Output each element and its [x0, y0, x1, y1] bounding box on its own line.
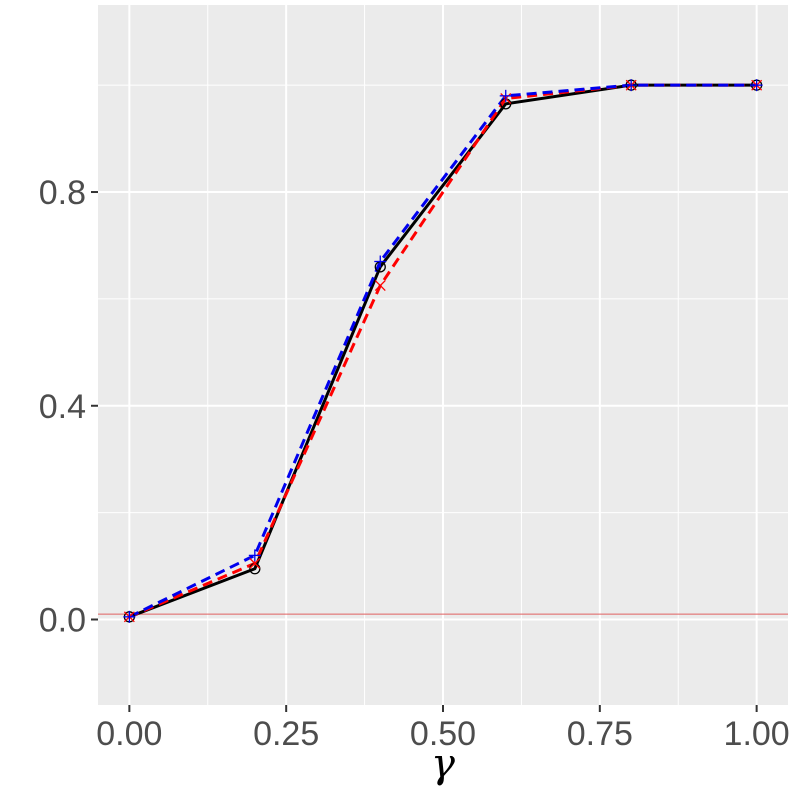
y-tick-label: 0.4	[39, 388, 86, 426]
y-tick-label: 0.0	[39, 602, 86, 640]
data-point-series-2	[374, 280, 386, 291]
series-line-2	[128, 83, 757, 619]
x-tick-label: 0.25	[253, 715, 319, 753]
marker-x-stroke	[249, 557, 261, 569]
data-point-series-3	[499, 89, 512, 102]
data-point-series-3	[123, 610, 136, 623]
x-tick-label: 0.75	[567, 715, 633, 753]
data-point-series-3	[374, 255, 387, 268]
data-point-series-3	[625, 79, 638, 92]
marker-x-stroke	[374, 280, 386, 291]
series-line-1	[128, 83, 757, 619]
x-tick-label: 0.50	[410, 715, 476, 753]
data-point-series-3	[750, 79, 763, 92]
x-axis-title: γ	[431, 741, 455, 787]
data-point-series-2	[249, 557, 261, 569]
series-layer	[123, 79, 763, 623]
x-tick-label: 1.00	[724, 715, 790, 753]
y-axis: 0.0 0.4 0.8	[39, 174, 98, 640]
x-axis: 0.00 0.25 0.50 0.75 1.00	[96, 705, 790, 753]
x-tick-label: 0.00	[96, 715, 162, 753]
y-tick-label: 0.8	[39, 174, 86, 212]
series-line-3	[128, 83, 757, 619]
data-point-series-3	[248, 549, 261, 562]
